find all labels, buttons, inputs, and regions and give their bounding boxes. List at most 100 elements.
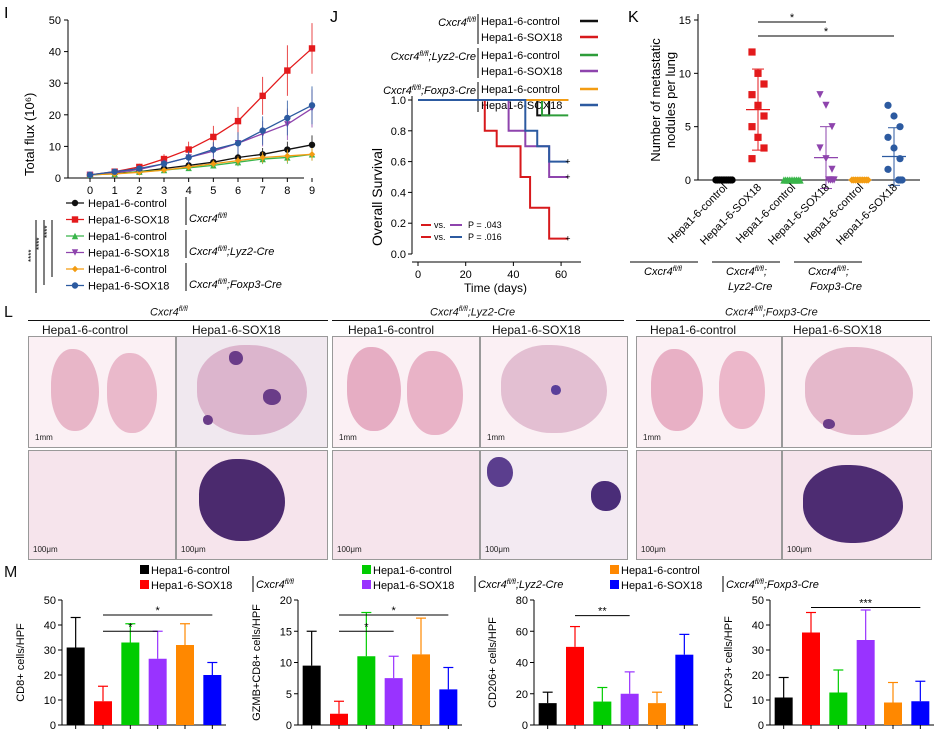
lung-image-high-1: 100μm [28, 450, 176, 560]
bar [911, 701, 930, 725]
bar [829, 692, 848, 725]
y-axis-label: CD8+ cells/HPF [15, 623, 27, 702]
panel-i-survival-flux-chart: I 0 10 20 30 40 50 0 1 2 3 4 5 6 7 8 9 Total flux (10⁶) He… [4, 5, 316, 293]
panel-i-letter: I [4, 5, 8, 22]
bar [774, 697, 793, 725]
scale-bar-label: 100μm [485, 545, 510, 554]
x-tick-label: Hepa1-6-SOX18 [698, 182, 764, 248]
bar [538, 703, 557, 725]
lung-image-low-6 [782, 336, 932, 448]
y-tick-label: 5 [685, 122, 691, 134]
lung-lobe [719, 351, 765, 429]
y-tick-label: 20 [516, 689, 528, 701]
data-point [136, 165, 143, 172]
data-point [890, 112, 898, 120]
scale-bar-label: 1mm [487, 433, 505, 442]
y-tick-label: 40 [44, 620, 56, 632]
data-point [896, 123, 904, 131]
lung-image-high-4: 100μm [480, 450, 628, 560]
series-line [89, 153, 313, 176]
group-label-line2: Foxp3-Cre [810, 281, 862, 293]
legend-marker [71, 232, 79, 240]
scale-bar-label: 100μm [641, 545, 666, 554]
x-tick-label: 2 [136, 185, 142, 197]
data-point [210, 146, 217, 153]
x-tick-label: 20 [460, 269, 472, 281]
lung-lobe [651, 349, 703, 431]
data-point [884, 101, 892, 109]
legend-marker [71, 249, 79, 256]
data-point [234, 117, 242, 125]
data-point [748, 48, 756, 56]
bar [357, 656, 376, 725]
bar [330, 713, 348, 725]
legend-group-label: Cxcr4fl/fl;Lyz2-Cre [478, 578, 563, 591]
data-point [308, 45, 316, 52]
bar [412, 654, 430, 725]
y-tick-label: 0 [286, 720, 292, 732]
legend-group-label: Cxcr4fl/fl;Lyz2-Cre [391, 50, 476, 63]
panel-l-group-3: Cxcr4fl/fl;Foxp3-Cre [725, 306, 818, 319]
bar [148, 658, 167, 725]
y-tick-label: 0 [758, 720, 764, 732]
panel-j-survival-chart: J Cxcr4fl/fl Hepa1-6-control Hepa1-6-SOX18 C… [330, 9, 598, 295]
legend-swatch [610, 565, 619, 574]
sig-label: * [128, 621, 133, 633]
lung-image-low-3: 1mm [332, 336, 480, 448]
data-point [86, 171, 94, 179]
data-point [284, 67, 291, 74]
x-tick-label: 6 [235, 185, 241, 197]
group-suffix: ;Lyz2-Cre [467, 306, 516, 319]
metastatic-nodule [551, 385, 561, 395]
y-tick-label: 40 [516, 658, 528, 670]
x-tick-label: 0 [415, 269, 421, 281]
x-tick-label: 0 [87, 185, 93, 197]
legend-label: Hepa1-6-SOX18 [151, 580, 232, 592]
tumor-nodule [199, 459, 285, 541]
data-point [259, 127, 266, 134]
data-point [185, 154, 192, 161]
sig-label: * [156, 605, 161, 617]
y-tick-label: 0 [685, 175, 691, 187]
panel-l-histology: L Cxcr4fl/fl Cxcr4fl/fl;Lyz2-Cre Cxcr4fl… [0, 300, 944, 562]
bar [593, 701, 612, 725]
bar [884, 702, 902, 725]
legend-group-label: Cxcr4fl/fl;Foxp3-Cre [383, 84, 476, 97]
bar [176, 645, 194, 725]
data-point [284, 114, 291, 122]
lung-lobe [107, 353, 157, 433]
data-point [160, 160, 168, 167]
lung-image-high-6: 100μm [782, 450, 932, 560]
x-tick-label: 40 [507, 269, 519, 281]
panel-l-group-3-line [636, 320, 930, 321]
x-tick-label: 7 [260, 185, 266, 197]
series-line [89, 47, 313, 176]
scale-bar-label: 100μm [181, 545, 206, 554]
group-label-line2: Lyz2-Cre [728, 281, 772, 293]
legend-marker [71, 265, 79, 273]
data-point [822, 101, 830, 109]
y-axis-label: CD206+ cells/HPF [487, 617, 499, 708]
censor-mark: + [565, 157, 570, 167]
x-tick-label: 4 [186, 185, 192, 197]
legend-group-label: Cxcr4fl/fl [189, 212, 227, 225]
y-tick-label: 0.2 [391, 218, 406, 230]
cd8-bar-chart: 0 10 20 30 40 50 CD8+ cells/HPF * * [15, 595, 226, 732]
bar [648, 703, 666, 725]
bar [384, 678, 403, 725]
legend-label: Hepa1-6-SOX18 [373, 580, 454, 592]
group-sup: fl/fl [458, 306, 468, 313]
data-point [259, 92, 266, 100]
data-point [160, 166, 168, 174]
legend-label: Hepa1-6-control [481, 16, 560, 28]
data-point [210, 133, 217, 141]
scale-bar-label: 1mm [643, 433, 661, 442]
bar [675, 654, 694, 725]
legend-group-label: Cxcr4fl/fl [438, 16, 476, 29]
y-tick-label: 40 [752, 620, 764, 632]
lung-image-low-2 [176, 336, 328, 448]
y-tick-label: 20 [44, 670, 56, 682]
group-label: Cxcr4 [430, 306, 459, 319]
tumor-nodule [487, 457, 513, 487]
data-point [830, 176, 838, 184]
